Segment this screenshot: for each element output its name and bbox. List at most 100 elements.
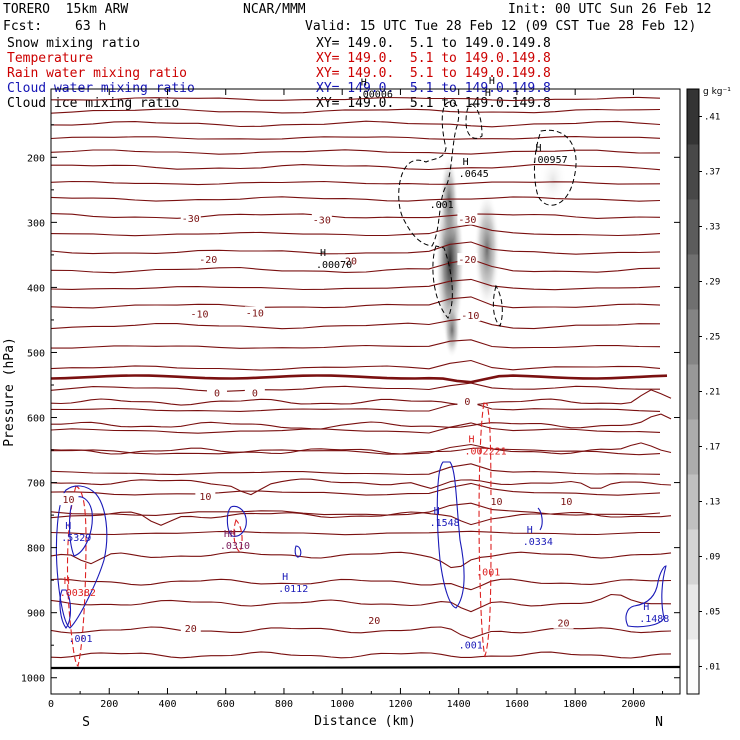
temperature-labels: -30 -30 -30 -20 -20 -20 -10 -10 -10 0 0 0 10 10 10 10 20… — [58, 212, 577, 635]
temperature-label-bg — [180, 621, 201, 634]
temperature-label-bg — [180, 212, 201, 225]
isotherm-lower — [51, 389, 672, 406]
isotherm-upper — [51, 224, 661, 237]
x-tick-label: 600 — [217, 699, 235, 710]
isotherm-upper — [51, 258, 661, 274]
maximum-value: .0334 — [523, 537, 553, 548]
temperature-label-bg — [195, 489, 216, 502]
maximum-value: .1548 — [430, 518, 460, 529]
isotherm-upper — [51, 164, 661, 171]
maximum-value: .00382 — [60, 588, 96, 599]
temperature-label: -20 — [339, 256, 357, 267]
temperature-label: -30 — [458, 215, 476, 226]
field-xy-snow: XY= 149.0. 5.1 to 149.0.149.8 — [316, 36, 551, 51]
isotherm-upper — [51, 530, 660, 536]
plot-frame — [50, 88, 681, 695]
colorbar-tick-label: .33 — [704, 223, 720, 233]
cloud-water-contour-north — [537, 507, 543, 531]
temperature-label: 0 — [464, 397, 470, 408]
y-tick-label: 600 — [27, 414, 45, 425]
forecast-label: Fcst: — [3, 19, 43, 34]
x-tick-label: 2000 — [621, 699, 645, 710]
temperature-label: 0 — [214, 388, 220, 399]
temperature-label: 20 — [185, 624, 197, 635]
maximum-marker: H — [320, 248, 326, 259]
field-name-temperature: Temperature — [7, 51, 94, 66]
field-name-rain: Rain water mixing ratio — [7, 66, 188, 81]
maximum-marker: H — [361, 77, 367, 88]
isotherm-upper — [51, 422, 661, 434]
isotherm-upper — [51, 278, 661, 291]
maximum-marker: H — [463, 157, 469, 168]
cloud-ice-contour-main — [398, 101, 460, 247]
maximum-marker: H — [65, 521, 71, 532]
isotherm-upper — [51, 502, 661, 516]
temperature-label: -10 — [461, 311, 479, 322]
cloud-water-contour-south-inner — [68, 496, 93, 557]
maximum-marker: H — [527, 525, 533, 536]
isotherm-upper — [51, 317, 661, 330]
colorbar-swatch — [687, 419, 699, 475]
temperature-label-bg — [364, 614, 385, 627]
temperature-label: -20 — [458, 255, 476, 266]
temperature-label-bg — [457, 212, 478, 225]
temperature-label-bg — [460, 309, 481, 322]
colorbar-tick-label: .09 — [704, 553, 720, 563]
forecast-hour: 63 h — [75, 19, 107, 34]
temperature-label: 10 — [199, 492, 211, 503]
maximum-value: .00957 — [531, 155, 567, 166]
colorbar-tick-label: .41 — [704, 113, 720, 123]
maximum-value: .5329 — [61, 533, 91, 544]
temperature-label-bg — [58, 493, 79, 506]
isotherm-upper — [51, 339, 661, 349]
y-axis-label: Pressure (hPa) — [2, 337, 17, 447]
temperature-label-bg — [189, 307, 210, 320]
maximum-marker: H — [64, 576, 70, 587]
isotherm-lower — [51, 413, 672, 430]
maximum-value: .002221 — [465, 447, 507, 458]
colorbar-swatch — [687, 144, 699, 200]
isotherm-lower — [51, 551, 672, 569]
temperature-label: 20 — [368, 616, 380, 627]
maximum-marker: H — [643, 602, 649, 613]
snow-patch-north — [539, 154, 567, 206]
north-endpoint-label: N — [655, 715, 663, 730]
maxima-labels: H.00070H.0645H.00957H.00006HH.001H.00222… — [60, 76, 670, 651]
field-xy-temperature: XY= 149.0. 5.1 to 149.0.149.8 — [316, 51, 551, 66]
y-tick-label: 300 — [27, 218, 45, 229]
colorbar-tick-label: .21 — [704, 388, 720, 398]
isotherm-lower — [51, 442, 672, 455]
isotherm-upper — [51, 463, 661, 476]
y-tick-label: 700 — [27, 479, 45, 490]
isotherm-zero — [51, 374, 668, 384]
x-tick-label: 1000 — [330, 699, 354, 710]
temperature-label-bg — [457, 253, 478, 266]
isotherm-upper — [51, 108, 661, 114]
snow-core-secondary — [474, 190, 500, 310]
temperature-label-bg — [198, 253, 219, 266]
maximum-marker: HH — [224, 529, 236, 540]
maximum-value: .00006 — [357, 89, 393, 100]
temperature-label: 10 — [62, 495, 74, 506]
snow-core-upper — [440, 155, 458, 245]
valid-time: Valid: 15 UTC Tue 28 Feb 12 (09 CST Tue … — [305, 19, 697, 34]
colorbar-tick-label: .29 — [704, 278, 720, 288]
colorbar: .01 .05 .09 .13 .17 .21 .25 .29 .33 .37 .41 — [686, 88, 720, 695]
isotherm-lower — [51, 578, 672, 591]
colorbar-swatch — [687, 364, 699, 420]
colorbar-swatch — [687, 584, 699, 640]
cloud-water-contour-south-outer — [55, 485, 108, 629]
colorbar-swatch — [687, 254, 699, 310]
y-tick-label: 1000 — [21, 674, 45, 685]
x-tick-label: 200 — [100, 699, 118, 710]
cloud-water-contour-dot — [294, 545, 302, 558]
model-title: TORERO 15km ARW — [3, 2, 129, 17]
colorbar-unit: g kg⁻¹ — [703, 87, 731, 97]
terrain-surface-line — [50, 665, 681, 670]
temperature-label: -30 — [182, 214, 200, 225]
isotherm-upper — [51, 149, 661, 155]
cloud-water-contour-far-north — [625, 565, 667, 628]
x-tick-label: 1800 — [563, 699, 587, 710]
temperature-label: -20 — [199, 255, 217, 266]
